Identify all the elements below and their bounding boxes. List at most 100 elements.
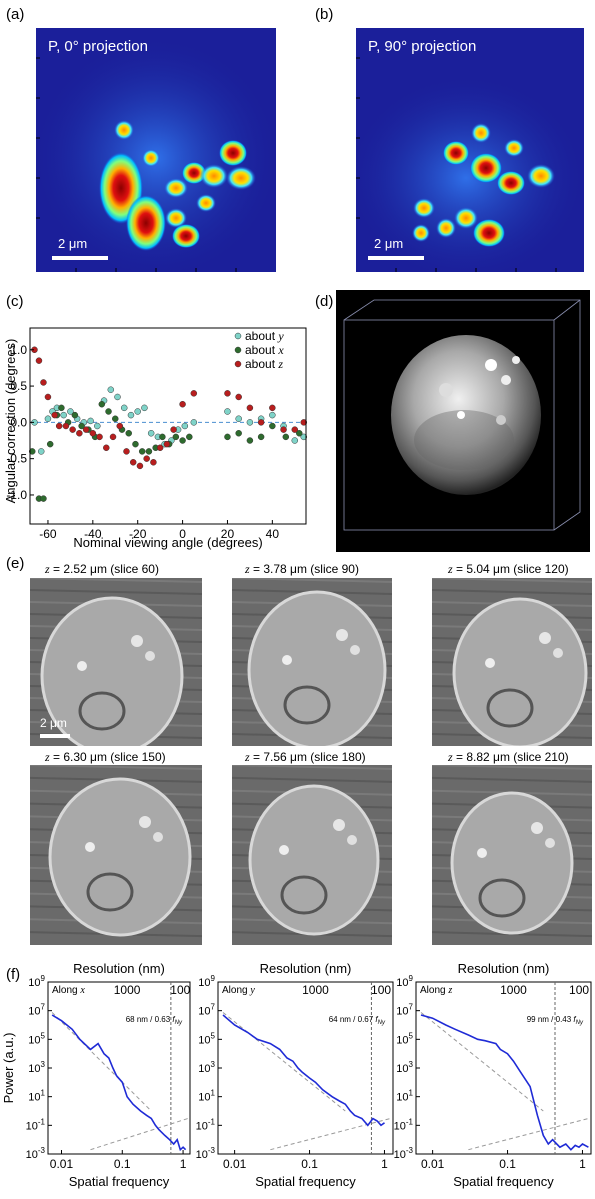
f-ytick-label: 10-1 bbox=[394, 1117, 414, 1132]
c-point-y bbox=[190, 419, 198, 426]
panel-d-label: (d) bbox=[315, 293, 334, 310]
c-point-z bbox=[82, 426, 90, 433]
f-xlabel: Spatial frequency bbox=[453, 1174, 554, 1189]
c-point-z bbox=[62, 422, 70, 430]
f-fit-line bbox=[51, 1012, 152, 1112]
f-direction-label: Along z bbox=[420, 985, 452, 996]
c-point-z bbox=[300, 419, 308, 426]
c-point-x bbox=[71, 411, 79, 419]
c-ytick-label: 0.5 bbox=[10, 379, 27, 393]
c-point-y bbox=[300, 433, 308, 441]
c-point-z bbox=[35, 357, 43, 364]
projection-90-title: P, 90° projection bbox=[368, 38, 477, 55]
c-point-z bbox=[109, 433, 117, 441]
f-plot-frame bbox=[217, 981, 394, 1155]
c-point-z bbox=[136, 462, 144, 470]
f-ylabel: Power (a.u.) bbox=[1, 1033, 16, 1104]
f-ytick-label: 10-1 bbox=[196, 1117, 216, 1132]
f-spectrum-line bbox=[51, 1014, 187, 1152]
c-point-y bbox=[134, 408, 141, 415]
f-xlabel-units: (1 / Nyquist) bbox=[468, 1190, 538, 1192]
c-point-z bbox=[116, 422, 124, 430]
f-ytick-label: 103 bbox=[396, 1060, 413, 1075]
c-point-y bbox=[87, 417, 94, 425]
c-xtick-label: 20 bbox=[221, 527, 235, 541]
f-ytick-label: 109 bbox=[396, 974, 413, 989]
f-top-axis-label: Resolution (nm) bbox=[260, 962, 352, 976]
power-spectrum-chart: Resolution (nm) 1000 100 0.01 0.1 1 109 107 105 1… bbox=[394, 962, 592, 1192]
panel-c-label: (c) bbox=[6, 293, 24, 310]
f-top-tick-label: 100 bbox=[371, 983, 391, 997]
c-point-z bbox=[96, 433, 103, 441]
heatmap-0 bbox=[36, 28, 276, 272]
f-xtick-label: 0.01 bbox=[50, 1157, 74, 1171]
f-ytick-label: 10-3 bbox=[26, 1146, 46, 1161]
slice-caption: z = 3.78 μm (slice 90) bbox=[245, 562, 359, 576]
c-point-x bbox=[28, 448, 36, 455]
c-ylabel: Angular correction (degrees) bbox=[3, 339, 18, 504]
c-point-z bbox=[269, 404, 276, 412]
f-spectrum-line bbox=[420, 1014, 589, 1151]
c-point-z bbox=[40, 379, 47, 386]
c-ytick-label: -0.5 bbox=[6, 452, 27, 466]
f-ytick-label: 107 bbox=[396, 1003, 413, 1018]
f-xtick-label: 1 bbox=[579, 1157, 586, 1171]
slice-render bbox=[232, 765, 392, 945]
c-point-y bbox=[107, 386, 115, 393]
slice-image bbox=[432, 578, 592, 746]
c-point-z bbox=[246, 404, 254, 412]
c-point-y bbox=[269, 411, 276, 419]
c-point-z bbox=[103, 444, 110, 452]
f-fit-line bbox=[420, 1012, 544, 1112]
f-xlabel-units: (1 / Nyquist) bbox=[270, 1190, 340, 1192]
scalebar-a-label: 2 μm bbox=[58, 236, 88, 251]
panel-e-label: (e) bbox=[6, 555, 25, 572]
c-point-x bbox=[58, 404, 65, 412]
c-legend-marker bbox=[234, 360, 242, 368]
heatmap-90 bbox=[356, 28, 584, 272]
c-point-z bbox=[156, 444, 164, 452]
c-point-z bbox=[69, 426, 76, 433]
c-point-y bbox=[120, 404, 128, 412]
slice-render bbox=[232, 578, 392, 746]
slice-caption: z = 6.30 μm (slice 150) bbox=[45, 750, 166, 764]
c-point-z bbox=[143, 455, 150, 462]
volume-render-image bbox=[336, 290, 590, 552]
f-ytick-label: 10-3 bbox=[394, 1146, 414, 1161]
c-point-y bbox=[67, 408, 74, 415]
projection-0-title: P, 0° projection bbox=[48, 38, 148, 55]
slice-caption: z = 2.52 μm (slice 60) bbox=[45, 562, 159, 576]
c-point-y bbox=[235, 415, 242, 422]
c-point-z bbox=[257, 419, 265, 426]
c-point-y bbox=[224, 408, 231, 415]
f-fit-line bbox=[222, 1012, 346, 1112]
f-ytick-label: 105 bbox=[28, 1031, 45, 1046]
f-noise-line bbox=[90, 1118, 189, 1151]
slice-image bbox=[432, 765, 592, 945]
c-xtick-label: -40 bbox=[84, 527, 102, 541]
c-xtick-label: 40 bbox=[266, 527, 280, 541]
projection-90-image: P, 90° projection 2 μm bbox=[356, 28, 584, 272]
c-point-x bbox=[186, 433, 193, 441]
f-ytick-label: 107 bbox=[198, 1003, 215, 1018]
panel-b-label: (b) bbox=[315, 6, 334, 23]
angular-correction-chart: -60 -40 -20 0 20 40 -1.0 -0.5 0.0 0.5 1.0 Nominal … bbox=[3, 327, 308, 550]
c-point-x bbox=[257, 433, 265, 441]
slice-caption: z = 7.56 μm (slice 180) bbox=[245, 750, 366, 764]
f-xtick-label: 0.1 bbox=[114, 1157, 131, 1171]
c-point-y bbox=[147, 430, 155, 437]
f-xtick-label: 1 bbox=[180, 1157, 187, 1171]
c-point-x bbox=[112, 415, 119, 422]
f-ytick-label: 101 bbox=[28, 1089, 45, 1104]
c-point-z bbox=[44, 393, 52, 401]
c-legend-label: about y bbox=[245, 329, 284, 343]
slice-caption: z = 5.04 μm (slice 120) bbox=[448, 562, 569, 576]
c-point-y bbox=[181, 422, 189, 430]
c-point-x bbox=[224, 433, 231, 441]
c-point-x bbox=[78, 422, 85, 430]
c-xtick-label: 0 bbox=[179, 527, 186, 541]
f-top-tick-label: 1000 bbox=[302, 983, 329, 997]
slice-render bbox=[30, 578, 202, 746]
c-point-y bbox=[94, 422, 101, 430]
